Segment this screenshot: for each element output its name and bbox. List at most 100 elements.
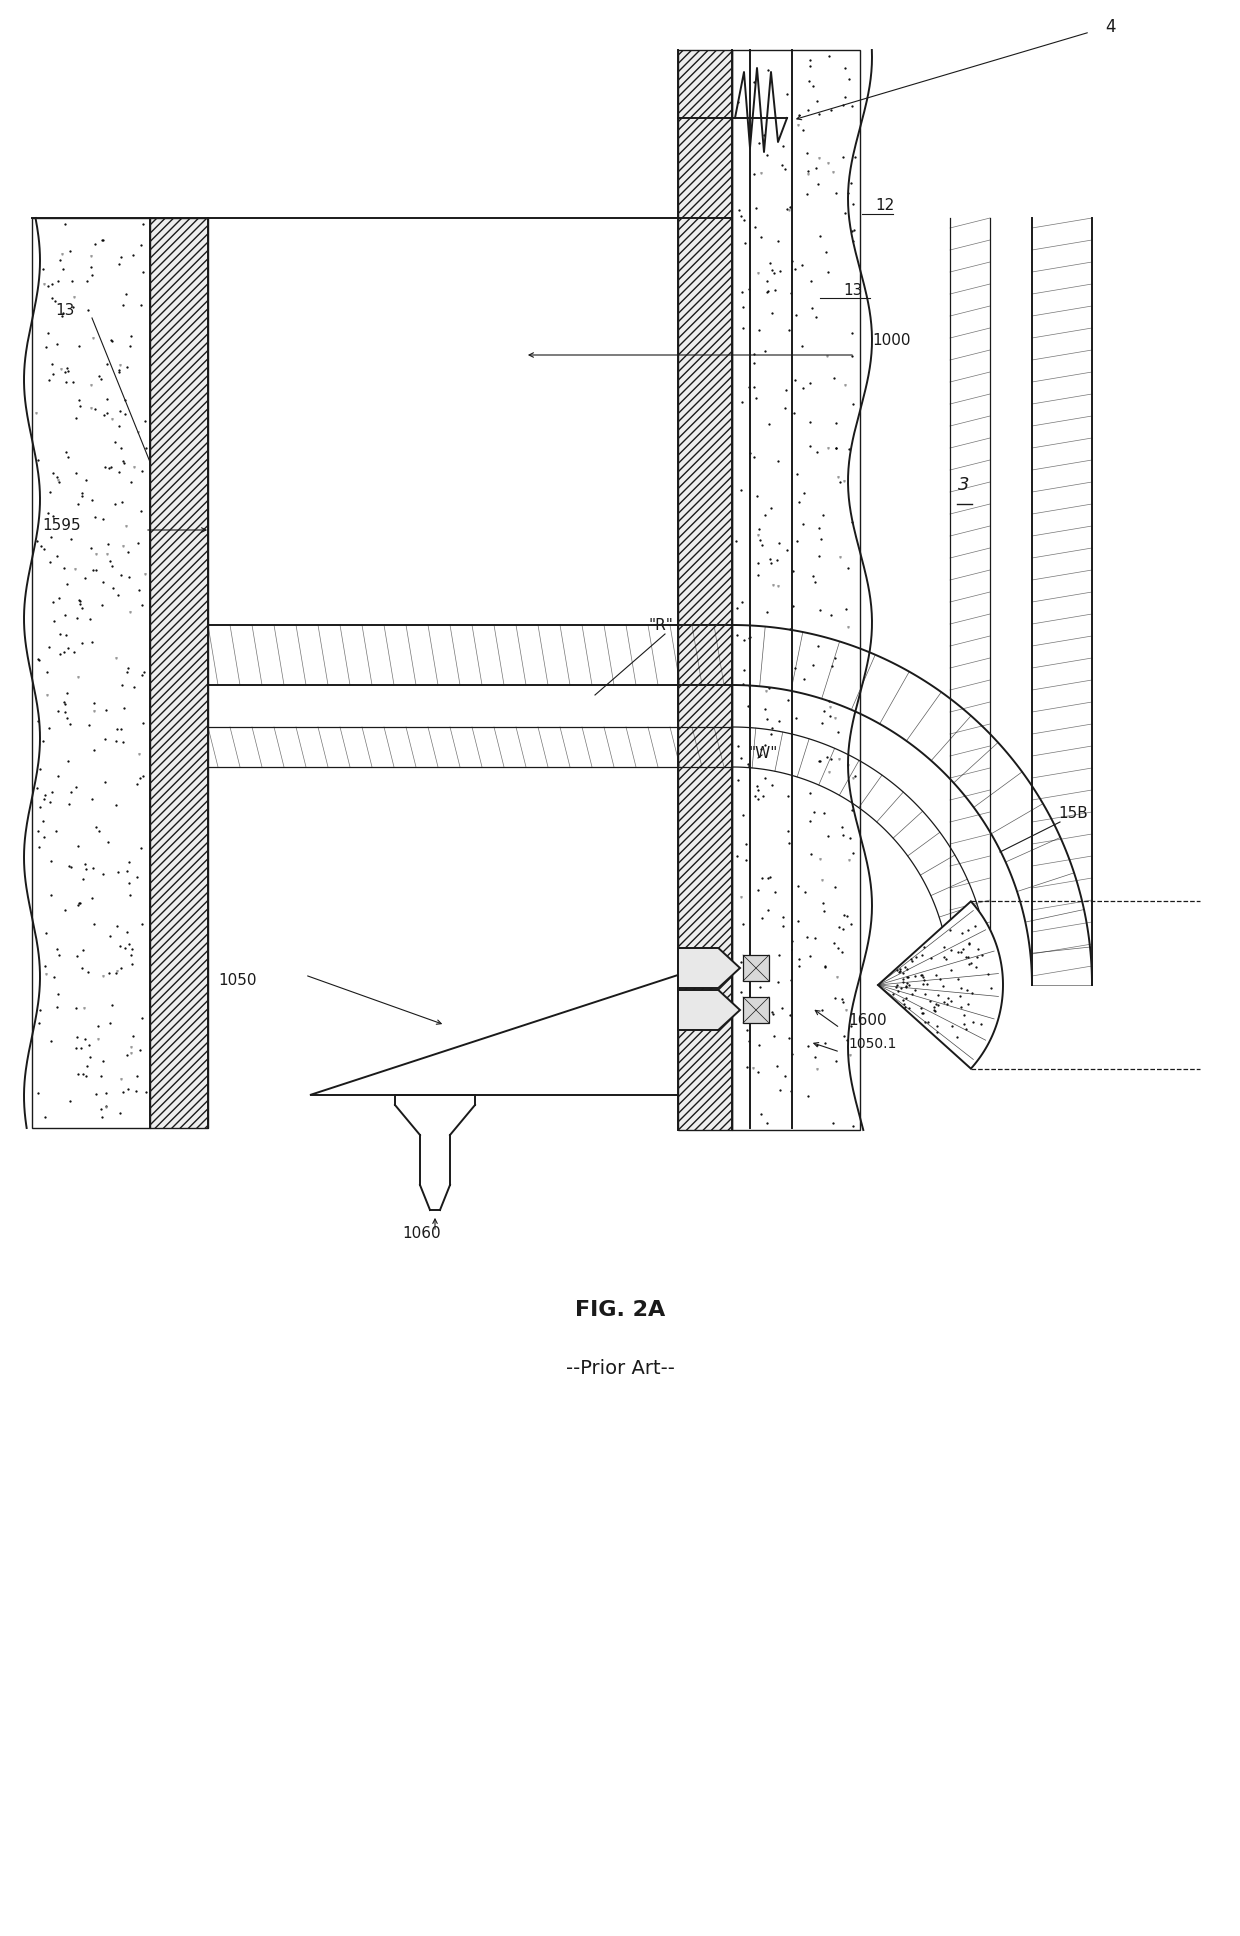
Point [837, 1024, 857, 1055]
Point [105, 958, 125, 989]
Point [781, 279, 801, 310]
Text: 13: 13 [843, 283, 862, 298]
Point [58, 356, 78, 387]
Point [89, 360, 109, 391]
Point [53, 296, 73, 327]
Point [789, 906, 808, 937]
Point [775, 393, 795, 424]
Point [71, 889, 91, 920]
Point [744, 372, 764, 403]
Point [800, 50, 820, 81]
Point [815, 798, 835, 829]
Point [836, 594, 856, 625]
Bar [732, 50, 861, 1131]
Point [27, 525, 47, 556]
Point [33, 254, 53, 285]
Point [131, 660, 151, 691]
Point [89, 815, 109, 846]
Point [744, 339, 764, 370]
Polygon shape [310, 976, 678, 1096]
Point [821, 95, 841, 126]
Text: 3: 3 [959, 476, 970, 494]
Point [115, 933, 135, 964]
Point [749, 1030, 769, 1061]
Point [779, 685, 799, 716]
Point [100, 546, 120, 577]
Point [82, 627, 102, 658]
Point [92, 1102, 112, 1133]
Point [114, 447, 134, 478]
Point [109, 397, 129, 428]
Point [35, 780, 55, 811]
Point [86, 501, 105, 532]
Point [92, 1094, 112, 1125]
Point [789, 951, 808, 982]
Point [113, 670, 133, 701]
Point [82, 484, 102, 515]
Point [842, 1011, 862, 1042]
Point [761, 548, 781, 579]
Point [50, 467, 69, 498]
Point [748, 784, 768, 815]
Point [48, 265, 68, 296]
Point [844, 141, 864, 172]
Point [119, 1074, 139, 1105]
Point [37, 656, 57, 687]
Point [88, 1011, 108, 1042]
Point [833, 914, 853, 945]
Point [754, 120, 774, 151]
Point [123, 933, 143, 964]
Point [805, 567, 825, 598]
Point [839, 64, 859, 95]
Point [61, 776, 81, 807]
Point [791, 250, 811, 281]
Point [110, 953, 130, 983]
Point [38, 712, 58, 743]
Point [775, 153, 795, 184]
Point [82, 532, 102, 563]
Point [737, 829, 756, 860]
Point [842, 91, 862, 122]
Point [843, 389, 863, 420]
Point [759, 408, 779, 439]
Point [103, 325, 123, 356]
Point [740, 438, 760, 469]
Point [73, 1059, 93, 1090]
Point [753, 529, 773, 560]
Point [41, 879, 61, 910]
Point [38, 271, 58, 302]
Point [117, 279, 136, 310]
Point [734, 205, 754, 236]
Text: FIG. 2A: FIG. 2A [575, 1299, 665, 1320]
Point [97, 383, 117, 414]
Point [729, 194, 749, 225]
Point [733, 800, 753, 831]
Point [57, 438, 77, 469]
Bar [150, 219, 208, 1129]
Point [785, 652, 805, 683]
Point [749, 774, 769, 805]
Point [37, 318, 57, 348]
Point [108, 856, 128, 887]
Point [93, 1045, 113, 1076]
Bar [678, 50, 732, 1131]
Point [103, 573, 123, 604]
Point [825, 643, 844, 674]
Point [92, 225, 112, 256]
Point [102, 451, 122, 482]
Point [739, 372, 759, 403]
Point [773, 912, 792, 943]
Point [795, 875, 815, 906]
Point [77, 265, 97, 296]
Point [36, 331, 56, 362]
Point [50, 939, 69, 970]
Point [130, 1034, 150, 1065]
Point [825, 871, 844, 902]
Point [755, 335, 775, 366]
Point [797, 1080, 817, 1111]
Point [57, 569, 77, 600]
Point [63, 366, 83, 397]
Point [775, 1061, 795, 1092]
Point [95, 1078, 115, 1109]
Point [805, 798, 825, 829]
